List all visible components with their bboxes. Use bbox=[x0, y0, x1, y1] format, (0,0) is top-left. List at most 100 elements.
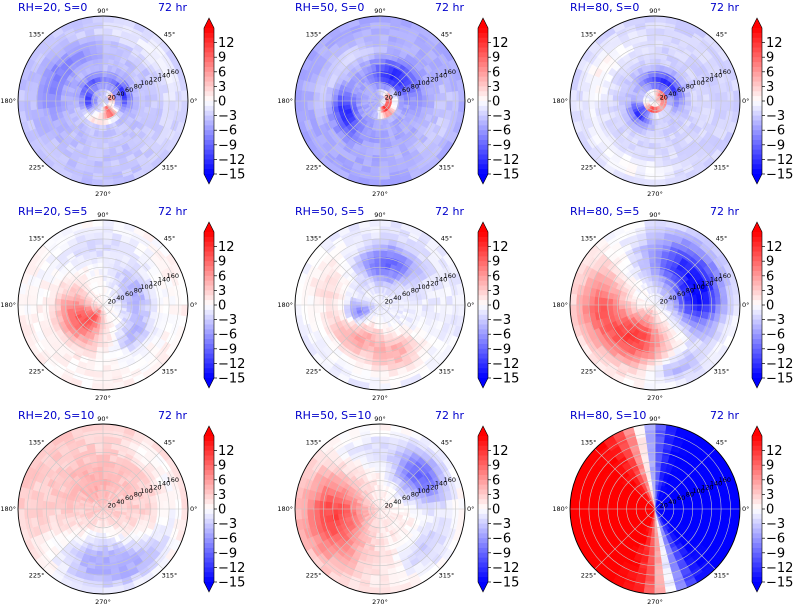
colorbar-extend-max bbox=[752, 222, 762, 232]
field-cell bbox=[132, 304, 140, 311]
field-cell bbox=[678, 100, 686, 106]
angle-tick-label: 135° bbox=[306, 31, 322, 39]
colorbar-segment bbox=[478, 135, 488, 141]
polar-panel-1: 20 40 60 801001201401600°45°90°135°180°225°… bbox=[0, 1, 245, 198]
field-cell bbox=[371, 40, 381, 48]
colorbar-tick-label: −6 bbox=[766, 124, 785, 139]
field-cell bbox=[72, 504, 80, 510]
colorbar-segment bbox=[478, 96, 488, 102]
colorbar-segment bbox=[204, 139, 214, 146]
field-cell bbox=[581, 91, 590, 102]
field-cell bbox=[95, 46, 104, 54]
field-cell bbox=[654, 382, 667, 390]
field-cell bbox=[654, 52, 662, 60]
angle-tick-label: 45° bbox=[716, 235, 728, 243]
field-cell bbox=[368, 382, 381, 390]
colorbar-segment bbox=[752, 266, 762, 272]
field-cell bbox=[445, 295, 454, 306]
angle-tick-label: 180° bbox=[552, 301, 568, 309]
colorbar-segment bbox=[478, 105, 488, 112]
field-cell bbox=[93, 231, 104, 240]
colorbar-segment bbox=[478, 169, 488, 175]
colorbar-segment bbox=[204, 305, 214, 311]
radial-tick-label: 60 bbox=[677, 86, 685, 94]
field-cell bbox=[102, 370, 113, 379]
angle-tick-label: 315° bbox=[439, 163, 455, 171]
colorbar-segment bbox=[204, 314, 214, 321]
colorbar-tick-label: 6 bbox=[492, 65, 500, 80]
angle-tick-label: 225° bbox=[581, 163, 597, 171]
colorbar-segment bbox=[752, 105, 762, 112]
field-cell bbox=[702, 297, 710, 306]
field-cell bbox=[650, 124, 656, 132]
radial-tick-label: 160 bbox=[167, 272, 179, 280]
colorbar-tick-label: −6 bbox=[218, 328, 237, 343]
field-cell bbox=[415, 100, 423, 107]
colorbar-segment bbox=[478, 81, 488, 87]
colorbar-segment bbox=[204, 86, 214, 92]
angle-tick-label: 180° bbox=[0, 97, 16, 105]
field-cell bbox=[29, 100, 38, 111]
colorbar-segment bbox=[752, 62, 762, 68]
colorbar-tick-label: 6 bbox=[766, 269, 774, 284]
field-cell bbox=[379, 58, 386, 66]
colorbar-segment bbox=[204, 135, 214, 141]
field-cell bbox=[379, 52, 387, 60]
polar-frame bbox=[17, 15, 189, 187]
field-cell bbox=[150, 304, 158, 313]
angle-tick-label: 315° bbox=[439, 367, 455, 375]
field-cell bbox=[581, 100, 590, 111]
field-cell bbox=[102, 64, 109, 72]
field-cell bbox=[654, 256, 662, 264]
colorbar-tick-label: 9 bbox=[766, 51, 774, 66]
colorbar-segment bbox=[204, 280, 214, 287]
colorbar-segment bbox=[204, 66, 214, 73]
field-cell bbox=[654, 178, 667, 186]
colorbar-segment bbox=[478, 314, 488, 321]
colorbar-tick-label: −6 bbox=[492, 328, 511, 343]
field-cell bbox=[54, 298, 62, 306]
colorbar-segment bbox=[752, 130, 762, 136]
colorbar-segment bbox=[478, 266, 488, 272]
field-cell bbox=[295, 100, 303, 113]
angle-tick-label: 135° bbox=[581, 235, 597, 243]
field-cell bbox=[606, 94, 614, 102]
angle-tick-label: 315° bbox=[714, 367, 730, 375]
field-cell bbox=[168, 295, 177, 306]
radial-tick-label: 40 bbox=[116, 294, 124, 302]
field-cell bbox=[325, 304, 333, 313]
field-cell bbox=[649, 136, 656, 144]
colorbar-segment bbox=[478, 144, 488, 151]
field-cell bbox=[427, 93, 435, 102]
angular-gridline bbox=[42, 100, 104, 162]
angle-tick-label: 90° bbox=[649, 211, 661, 219]
colorbar-segment bbox=[752, 232, 762, 238]
colorbar-segment bbox=[204, 144, 214, 151]
colorbar-segment bbox=[752, 236, 762, 243]
field-cell bbox=[379, 148, 388, 156]
angular-gridline bbox=[42, 40, 104, 102]
field-cell bbox=[325, 297, 333, 306]
field-cell bbox=[54, 502, 62, 510]
colorbar-segment bbox=[752, 159, 762, 165]
colorbar-segment bbox=[478, 139, 488, 146]
field-cell bbox=[373, 52, 381, 60]
colorbar-segment bbox=[478, 270, 488, 277]
field-cell bbox=[600, 304, 608, 313]
angle-tick-label: 90° bbox=[374, 7, 386, 15]
colorbar-segment bbox=[478, 343, 488, 350]
field-cell bbox=[600, 297, 608, 306]
field-cell bbox=[295, 89, 303, 102]
colorbar-segment bbox=[204, 120, 214, 126]
colorbar-extend-min bbox=[204, 378, 214, 388]
radial-tick-label: 20 bbox=[385, 297, 393, 305]
field-cell bbox=[319, 304, 327, 314]
field-cell bbox=[654, 262, 661, 270]
colorbar-tick-label: −6 bbox=[492, 124, 511, 139]
colorbar-segment bbox=[478, 120, 488, 126]
radial-tick-label: 160 bbox=[719, 68, 731, 76]
colorbar-tick-label: −15 bbox=[218, 372, 245, 387]
radial-tick-label: 120 bbox=[149, 75, 161, 83]
colorbar-segment bbox=[752, 81, 762, 87]
field-cell bbox=[650, 328, 656, 336]
